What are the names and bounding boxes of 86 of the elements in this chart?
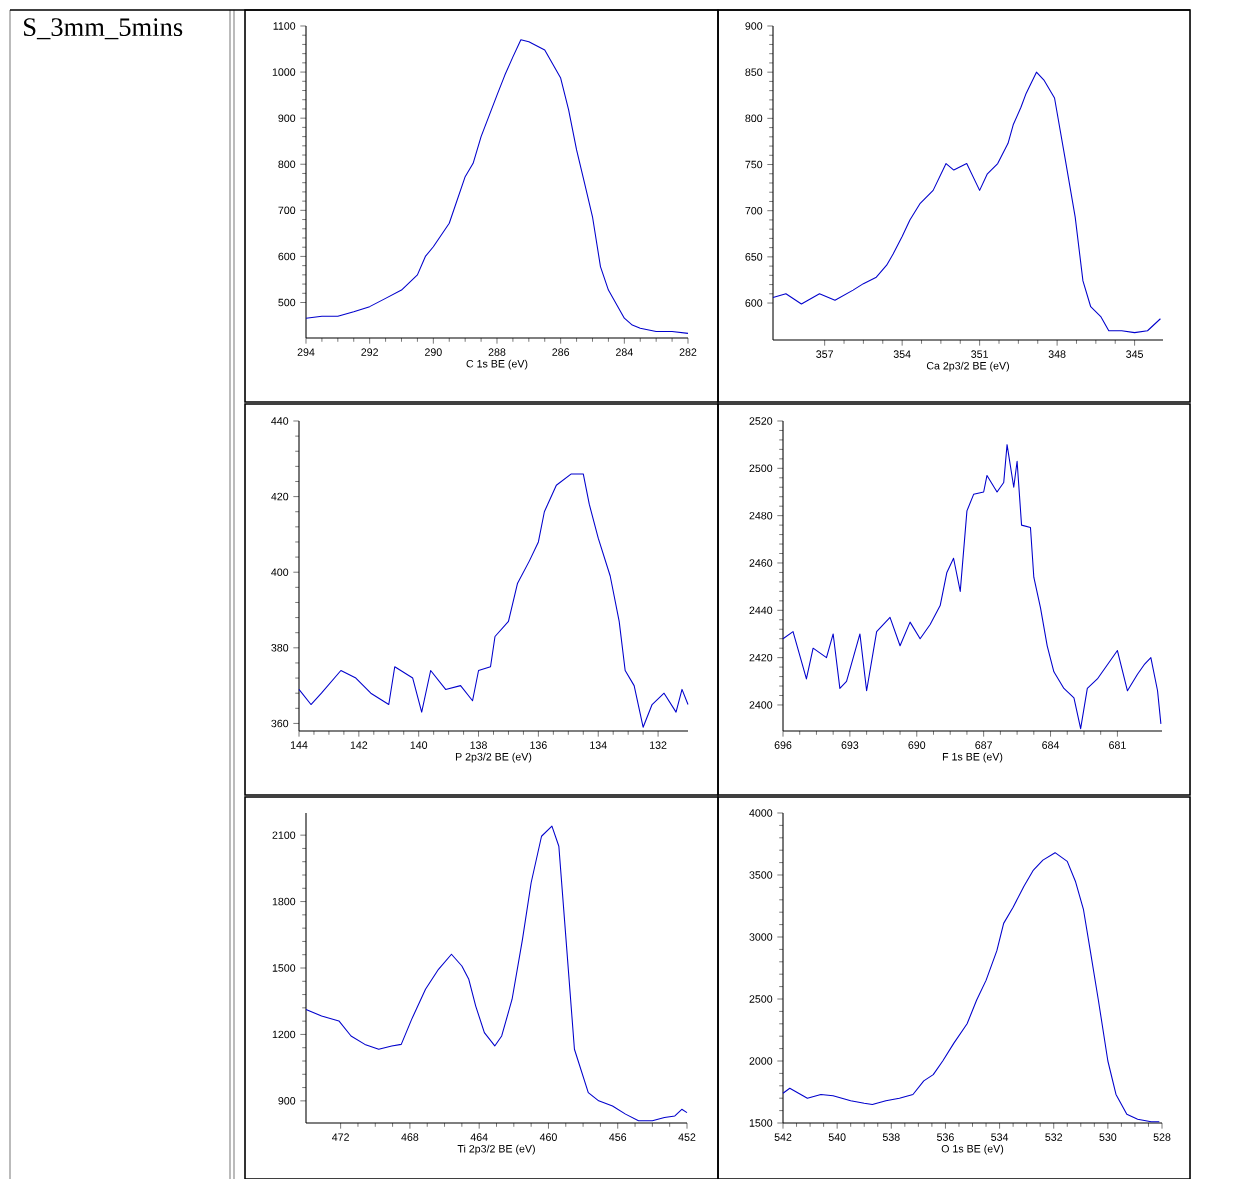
- y-tick-label: 440: [271, 417, 289, 425]
- x-tick-label: 536: [936, 1133, 954, 1141]
- x-tick-label: 464: [470, 1133, 488, 1141]
- x-tick-label: 144: [290, 741, 308, 749]
- y-tick-label: 900: [278, 114, 296, 122]
- line-series: [305, 39, 689, 334]
- line-series: [772, 71, 1161, 334]
- y-tick-label: 420: [271, 492, 289, 501]
- y-tick-label: 3000: [749, 933, 773, 941]
- x-tick-label: 696: [774, 741, 792, 749]
- x-tick-label: 286: [552, 348, 570, 356]
- x-axis-title: F 1s BE (eV): [942, 752, 1003, 763]
- x-tick-label: 687: [975, 741, 992, 749]
- x-tick-label: 288: [488, 348, 506, 356]
- x-tick-label: 530: [1099, 1133, 1117, 1141]
- x-tick-label: 693: [841, 741, 859, 749]
- x-tick-label: 460: [539, 1133, 557, 1141]
- x-tick-label: 284: [616, 348, 633, 356]
- x-tick-label: 132: [650, 741, 667, 749]
- x-tick-label: 534: [991, 1133, 1009, 1141]
- y-tick-label: 2460: [749, 559, 773, 567]
- x-axis-title: Ti 2p3/2 BE (eV): [457, 1144, 535, 1155]
- x-tick-label: 528: [1153, 1133, 1171, 1141]
- y-tick-label: 3500: [749, 871, 773, 879]
- y-tick-label: 2520: [749, 417, 773, 425]
- y-tick-label: 800: [278, 160, 296, 169]
- y-tick-label: 800: [745, 114, 763, 123]
- y-tick-label: 1200: [272, 1030, 296, 1039]
- y-tick-label: 2440: [749, 606, 773, 615]
- y-tick-label: 900: [278, 1097, 296, 1105]
- y-tick-label: 2420: [749, 653, 773, 662]
- x-axis-title: C 1s BE (eV): [466, 359, 528, 370]
- x-tick-label: 348: [1048, 350, 1066, 358]
- x-tick-label: 456: [609, 1133, 627, 1141]
- x-tick-label: 292: [361, 348, 378, 356]
- x-tick-label: 282: [679, 348, 697, 356]
- y-tick-label: 2100: [272, 831, 296, 839]
- y-tick-label: 1100: [273, 22, 296, 30]
- y-tick-label: 700: [745, 206, 763, 215]
- y-tick-label: 2000: [749, 1057, 773, 1065]
- x-tick-label: 681: [1109, 741, 1126, 749]
- x-tick-label: 351: [971, 350, 988, 358]
- x-tick-label: 690: [908, 741, 926, 749]
- y-tick-label: 2500: [749, 995, 773, 1003]
- x-tick-label: 468: [401, 1133, 419, 1141]
- x-tick-label: 684: [1042, 741, 1060, 749]
- x-tick-label: 136: [530, 741, 547, 749]
- y-tick-label: 600: [745, 299, 763, 307]
- x-tick-label: 294: [297, 348, 315, 356]
- y-tick-label: 400: [271, 568, 289, 576]
- x-tick-label: 542: [774, 1133, 792, 1141]
- y-tick-label: 600: [278, 252, 296, 261]
- y-tick-label: 750: [745, 160, 763, 169]
- x-tick-label: 354: [893, 350, 911, 358]
- x-tick-label: 472: [332, 1133, 349, 1141]
- x-axis-title: P 2p3/2 BE (eV): [455, 752, 532, 763]
- x-tick-label: 140: [410, 741, 428, 749]
- y-tick-label: 1800: [272, 897, 296, 906]
- x-tick-label: 290: [425, 348, 442, 356]
- x-tick-label: 357: [816, 350, 833, 358]
- x-tick-label: 142: [350, 741, 368, 749]
- x-axis-title: Ca 2p3/2 BE (eV): [926, 361, 1009, 372]
- x-tick-label: 532: [1045, 1133, 1063, 1141]
- y-tick-label: 1500: [272, 964, 296, 972]
- line-series: [298, 473, 689, 728]
- y-tick-label: 380: [271, 644, 289, 652]
- y-tick-label: 2500: [749, 464, 773, 473]
- y-tick-label: 1000: [272, 68, 296, 76]
- text: S_3mm_5mins: [24, 18, 183, 40]
- y-tick-label: 850: [745, 68, 763, 76]
- y-tick-label: 500: [278, 298, 296, 307]
- y-tick-label: 360: [271, 719, 289, 728]
- x-tick-label: 138: [470, 741, 487, 749]
- y-tick-label: 1500: [749, 1119, 773, 1127]
- y-tick-label: 700: [278, 206, 296, 215]
- x-tick-label: 540: [828, 1133, 846, 1141]
- x-tick-label: 134: [590, 741, 607, 749]
- y-tick-label: 2480: [749, 511, 773, 520]
- y-tick-label: 2400: [749, 701, 773, 709]
- x-tick-label: 538: [882, 1133, 900, 1141]
- x-tick-label: 345: [1126, 350, 1144, 358]
- y-tick-label: 650: [745, 253, 763, 261]
- x-tick-label: 452: [678, 1133, 696, 1141]
- y-tick-label: 900: [745, 22, 763, 30]
- y-tick-label: 4000: [749, 809, 773, 817]
- x-axis-title: O 1s BE (eV): [941, 1144, 1004, 1155]
